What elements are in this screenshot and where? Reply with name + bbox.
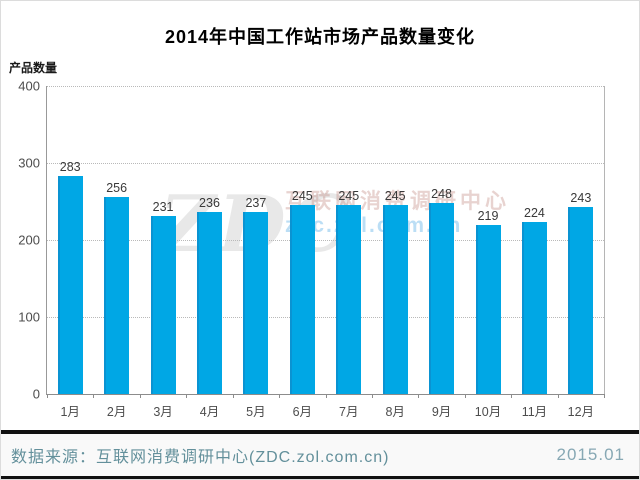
plot-area: ZDC 互联网消费调研中心 zdc.zol.com.cn 01002003004… [18,79,605,420]
x-axis-tick [232,394,234,398]
gridline-300 [47,163,604,164]
bar-2月 [104,196,130,394]
data-source-text: 数据来源：互联网消费调研中心(ZDC.zol.com.cn) [11,449,390,466]
x-tick-label-6月: 6月 [292,405,313,419]
x-tick-label-5月: 5月 [246,405,266,419]
gridline-100 [47,317,604,318]
x-axis-tick [139,394,141,398]
x-axis-tick [186,394,188,398]
x-axis-tick [325,394,327,398]
bar-group-10月: 219 10月 [465,86,511,419]
x-tick-label-1月: 1月 [60,405,80,419]
bar-group-3月: 231 3月 [140,86,186,419]
bar-value-label: 231 [152,200,174,215]
chart-title: 2014年中国工作站市场产品数量变化 [164,27,476,47]
bar-group-1月: 283 1月 [47,86,93,419]
x-axis-tick [279,394,281,398]
bar-9月 [429,203,455,394]
y-tick-label-200: 200 [18,232,40,248]
x-axis-tick [418,394,420,398]
bar-11月 [521,221,547,394]
x-axis-tick [371,394,373,398]
bar-group-9月: 248 9月 [418,86,464,419]
x-tick-label-12月: 12月 [567,405,595,419]
bar-value-label: 245 [291,189,313,204]
y-axis-title: 产品数量 [9,61,58,75]
x-tick-label-4月: 4月 [199,405,220,419]
bar-value-label: 219 [477,209,499,224]
x-tick-label-2月: 2月 [106,405,127,419]
bar-group-6月: 245 6月 [279,86,325,419]
bar-12月 [568,206,594,394]
bar-5月 [243,211,269,394]
bar-group-2月: 256 2月 [93,86,139,419]
bar-group-4月: 236 4月 [186,86,232,419]
bar-group-5月: 237 5月 [233,86,279,419]
bar-group-7月: 245 7月 [326,86,372,419]
bar-value-label: 237 [245,195,267,210]
x-axis-tick [557,394,559,398]
gridline-200 [47,240,604,241]
x-axis-tick [604,394,605,398]
bar-series: 283 1月 256 2月 231 3月 236 4月 237 5月 245 6月 245 7月 245 8月… [47,86,604,420]
bar-value-label: 283 [59,160,81,175]
bar-group-12月: 243 12月 [558,86,604,419]
x-tick-label-8月: 8月 [385,405,405,419]
gridline-400 [47,86,604,87]
x-axis-tick [464,394,466,398]
bar-3月 [150,216,176,394]
bar-value-label: 248 [431,187,453,201]
x-axis-tick [47,394,48,398]
bar-group-8月: 245 8月 [372,86,418,419]
bar-value-label: 236 [199,196,220,211]
y-tick-label-0: 0 [32,386,40,402]
x-tick-label-7月: 7月 [339,405,359,419]
bar-value-label: 256 [106,180,128,195]
x-axis-tick [93,394,95,398]
bar-value-label: 245 [338,189,360,204]
bar-value-label: 245 [384,189,406,204]
x-tick-label-11月: 11月 [521,405,548,419]
bar-value-label: 224 [524,205,545,220]
x-tick-label-9月: 9月 [431,405,452,419]
y-tick-label-100: 100 [18,309,40,325]
bar-6月 [289,205,315,394]
y-tick-label-300: 300 [18,155,40,171]
bar-value-label: 243 [570,190,592,205]
bar-8月 [382,205,408,394]
x-tick-label-3月: 3月 [153,405,173,419]
report-date: 2015.01 [556,445,625,464]
bar-1月 [57,176,83,394]
bar-7月 [336,205,362,394]
y-tick-label-400: 400 [18,78,40,94]
x-axis-tick [511,394,513,398]
bar-group-11月: 224 11月 [511,86,557,420]
bar-4月 [196,212,222,394]
footer-bar: 数据来源：互联网消费调研中心(ZDC.zol.com.cn) 2015.01 [1,430,639,479]
x-tick-label-10月: 10月 [474,405,502,419]
bar-10月 [475,225,501,394]
